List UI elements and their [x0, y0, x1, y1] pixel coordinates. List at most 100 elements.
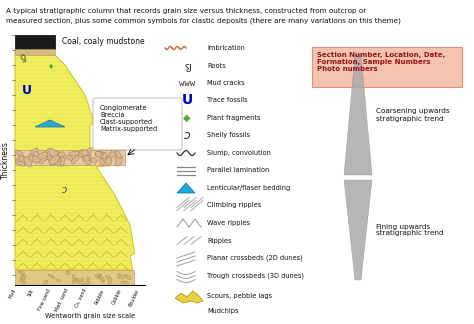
- Polygon shape: [175, 291, 203, 303]
- Ellipse shape: [105, 155, 110, 162]
- Ellipse shape: [15, 159, 25, 166]
- Ellipse shape: [91, 158, 97, 163]
- Text: Fining upwards
stratigraphic trend: Fining upwards stratigraphic trend: [376, 224, 444, 237]
- Text: Parallel lamination: Parallel lamination: [207, 168, 269, 173]
- Ellipse shape: [18, 155, 25, 162]
- Ellipse shape: [39, 155, 47, 164]
- Ellipse shape: [82, 149, 88, 156]
- Ellipse shape: [86, 277, 90, 281]
- Ellipse shape: [19, 280, 26, 283]
- Ellipse shape: [79, 150, 84, 157]
- Ellipse shape: [15, 150, 23, 156]
- Ellipse shape: [24, 157, 31, 167]
- Text: Planar crossbeds (2D dunes): Planar crossbeds (2D dunes): [207, 255, 303, 261]
- Text: Lenticular/flaser bedding: Lenticular/flaser bedding: [207, 185, 290, 191]
- Text: Cs. sand: Cs. sand: [74, 288, 87, 309]
- Polygon shape: [344, 55, 372, 175]
- Text: Cobble: Cobble: [111, 288, 122, 306]
- Text: U: U: [22, 84, 32, 97]
- Ellipse shape: [48, 155, 55, 165]
- Text: Wave ripples: Wave ripples: [207, 220, 250, 226]
- Text: A typical stratigraphic column that records grain size versus thickness, constru: A typical stratigraphic column that reco…: [6, 8, 366, 14]
- Text: Trace fossils: Trace fossils: [207, 98, 247, 103]
- Ellipse shape: [121, 281, 128, 284]
- Ellipse shape: [39, 154, 49, 159]
- Text: Mudchips: Mudchips: [207, 308, 238, 315]
- Ellipse shape: [86, 281, 90, 284]
- Ellipse shape: [118, 273, 120, 278]
- Text: Trough crossbeds (3D dunes): Trough crossbeds (3D dunes): [207, 272, 304, 279]
- Ellipse shape: [106, 275, 111, 280]
- Text: Conglomerate
Breccia
Clast-supported
Matrix-supported: Conglomerate Breccia Clast-supported Mat…: [100, 105, 157, 132]
- Text: Wentworth grain size scale: Wentworth grain size scale: [45, 313, 135, 319]
- Text: Scours, pebble lags: Scours, pebble lags: [207, 293, 272, 299]
- Ellipse shape: [38, 152, 47, 159]
- Ellipse shape: [98, 273, 102, 277]
- Ellipse shape: [18, 271, 25, 274]
- Ellipse shape: [108, 277, 112, 285]
- Ellipse shape: [30, 148, 38, 157]
- FancyBboxPatch shape: [312, 47, 462, 87]
- Ellipse shape: [20, 274, 24, 280]
- Text: ◆: ◆: [183, 113, 191, 123]
- Ellipse shape: [95, 151, 101, 157]
- Text: Coal, coaly mudstone: Coal, coaly mudstone: [62, 37, 145, 45]
- Polygon shape: [35, 120, 65, 127]
- Text: Section Number, Location, Date,
Formation, Sample Numbers
Photo numbers: Section Number, Location, Date, Formatio…: [317, 52, 445, 72]
- Ellipse shape: [78, 281, 84, 284]
- Text: Shelly fossils: Shelly fossils: [207, 133, 250, 138]
- Ellipse shape: [95, 275, 99, 278]
- Text: Fine sand: Fine sand: [38, 288, 52, 311]
- Ellipse shape: [120, 274, 127, 279]
- Ellipse shape: [127, 275, 131, 280]
- Text: Slump, convolution: Slump, convolution: [207, 150, 271, 156]
- Ellipse shape: [32, 156, 40, 163]
- Ellipse shape: [86, 148, 91, 156]
- Ellipse shape: [115, 151, 121, 158]
- Ellipse shape: [27, 154, 34, 161]
- Text: ♦: ♦: [48, 64, 54, 70]
- Ellipse shape: [46, 155, 57, 160]
- Text: Boulder: Boulder: [128, 288, 140, 307]
- Text: measured section, plus some common symbols for clastic deposits (there are many : measured section, plus some common symbo…: [6, 17, 401, 24]
- Text: Climbing ripples: Climbing ripples: [207, 202, 261, 209]
- Ellipse shape: [66, 271, 70, 275]
- Ellipse shape: [49, 148, 58, 158]
- Ellipse shape: [72, 156, 79, 164]
- Ellipse shape: [52, 159, 62, 166]
- Ellipse shape: [103, 152, 107, 159]
- Ellipse shape: [109, 152, 116, 157]
- Ellipse shape: [69, 151, 80, 156]
- Ellipse shape: [111, 150, 117, 156]
- Ellipse shape: [95, 151, 104, 157]
- Ellipse shape: [56, 279, 60, 282]
- Ellipse shape: [21, 275, 26, 280]
- Text: Pebble: Pebble: [93, 288, 105, 305]
- Ellipse shape: [83, 155, 89, 161]
- Ellipse shape: [83, 152, 91, 159]
- Text: U: U: [182, 94, 192, 108]
- Ellipse shape: [58, 152, 65, 157]
- Ellipse shape: [75, 279, 80, 282]
- Ellipse shape: [26, 156, 35, 164]
- Ellipse shape: [99, 152, 105, 159]
- Ellipse shape: [45, 148, 52, 159]
- Ellipse shape: [52, 156, 61, 162]
- Text: Plant fragments: Plant fragments: [207, 115, 261, 121]
- Text: Mud: Mud: [8, 288, 17, 300]
- FancyBboxPatch shape: [93, 98, 182, 150]
- Ellipse shape: [72, 275, 75, 280]
- Polygon shape: [344, 180, 372, 280]
- Text: ß: ß: [183, 61, 191, 71]
- Ellipse shape: [44, 280, 48, 285]
- Text: Silt: Silt: [27, 288, 35, 297]
- Ellipse shape: [115, 155, 122, 166]
- Text: Roots: Roots: [207, 63, 226, 68]
- Ellipse shape: [34, 151, 41, 159]
- Text: ƍ: ƍ: [19, 52, 27, 63]
- Ellipse shape: [83, 157, 91, 165]
- Ellipse shape: [72, 278, 78, 283]
- Text: ɔ: ɔ: [183, 129, 191, 142]
- Bar: [15, 270, 135, 285]
- Text: Coarsening upwards
stratigraphic trend: Coarsening upwards stratigraphic trend: [376, 109, 450, 122]
